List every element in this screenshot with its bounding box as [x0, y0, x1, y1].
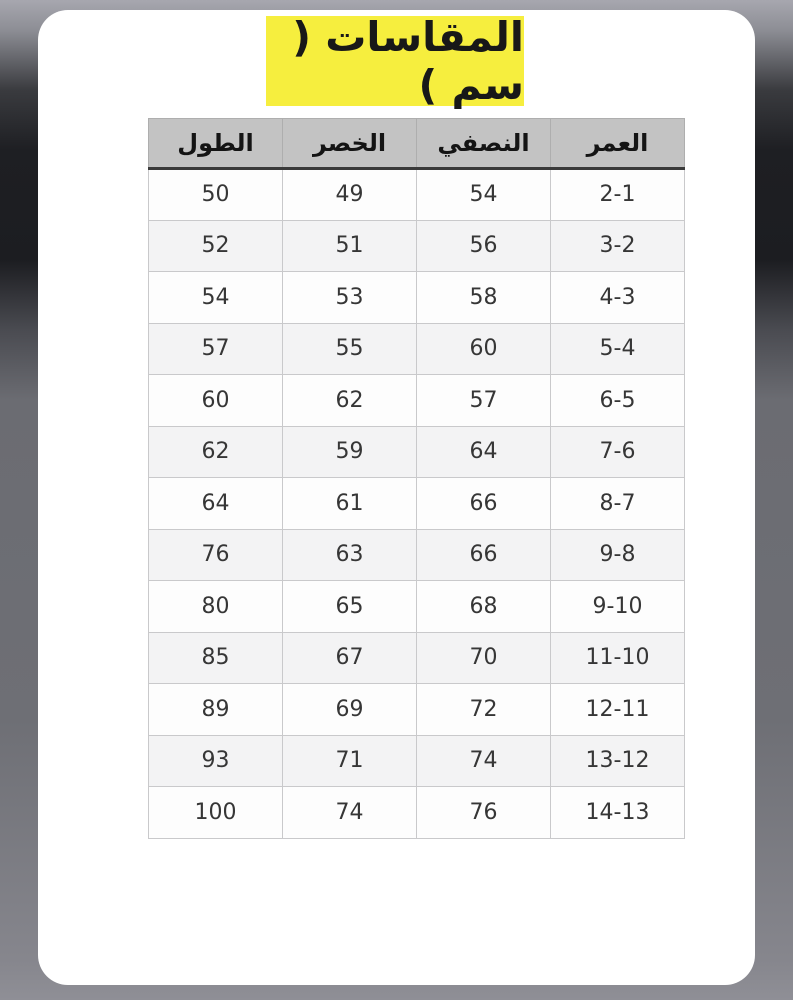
table-cell-half: 74	[416, 734, 551, 787]
page-title-text: المقاسات ( سم )	[292, 13, 524, 109]
table-cell-length: 89	[148, 683, 283, 736]
table-cell-age: 4-3	[550, 271, 685, 324]
size-table-header: الطول الخصر النصفي العمر	[148, 118, 685, 170]
table-row: 89 69 72 12-11	[148, 683, 685, 736]
page-title: المقاسات ( سم )	[266, 13, 524, 109]
table-cell-half: 68	[416, 580, 551, 633]
table-cell-waist: 49	[282, 168, 417, 221]
table-cell-half: 57	[416, 374, 551, 427]
table-cell-age: 9-10	[550, 580, 685, 633]
table-cell-half: 64	[416, 425, 551, 478]
table-cell-length: 85	[148, 631, 283, 684]
table-row: 85 67 70 11-10	[148, 631, 685, 684]
table-cell-length: 57	[148, 322, 283, 375]
table-cell-waist: 71	[282, 734, 417, 787]
table-cell-age: 2-1	[550, 168, 685, 221]
table-cell-waist: 63	[282, 528, 417, 581]
table-cell-half: 54	[416, 168, 551, 221]
table-row: 80 65 68 9-10	[148, 580, 685, 633]
table-row: 57 55 60 5-4	[148, 322, 685, 375]
table-cell-waist: 61	[282, 477, 417, 530]
size-table-body: 50 49 54 2-1 52 51 56 3-2 54 53 58 4-3 57 55 60 5-4 60 62…	[148, 168, 685, 839]
table-cell-age: 14-13	[550, 786, 685, 839]
table-cell-age: 12-11	[550, 683, 685, 736]
table-cell-age: 3-2	[550, 219, 685, 272]
table-cell-waist: 55	[282, 322, 417, 375]
table-cell-length: 50	[148, 168, 283, 221]
table-cell-age: 6-5	[550, 374, 685, 427]
table-cell-waist: 59	[282, 425, 417, 478]
table-row: 93 71 74 13-12	[148, 734, 685, 787]
table-row: 52 51 56 3-2	[148, 219, 685, 272]
table-cell-waist: 62	[282, 374, 417, 427]
column-header-age: العمر	[550, 118, 685, 170]
table-cell-age: 9-8	[550, 528, 685, 581]
table-cell-waist: 74	[282, 786, 417, 839]
table-cell-age: 8-7	[550, 477, 685, 530]
table-cell-waist: 69	[282, 683, 417, 736]
table-cell-half: 58	[416, 271, 551, 324]
table-cell-length: 54	[148, 271, 283, 324]
table-cell-length: 93	[148, 734, 283, 787]
table-row: 60 62 57 6-5	[148, 374, 685, 427]
table-cell-length: 76	[148, 528, 283, 581]
table-cell-length: 64	[148, 477, 283, 530]
table-row: 54 53 58 4-3	[148, 271, 685, 324]
table-cell-waist: 51	[282, 219, 417, 272]
table-row: 76 63 66 9-8	[148, 528, 685, 581]
table-cell-length: 62	[148, 425, 283, 478]
header-row: الطول الخصر النصفي العمر	[148, 118, 685, 170]
table-cell-age: 13-12	[550, 734, 685, 787]
table-row: 64 61 66 8-7	[148, 477, 685, 530]
table-cell-waist: 53	[282, 271, 417, 324]
table-cell-waist: 67	[282, 631, 417, 684]
table-row: 50 49 54 2-1	[148, 168, 685, 221]
size-table: الطول الخصر النصفي العمر 50 49 54 2-1 52 51 56 3-2…	[148, 118, 685, 839]
table-row: 62 59 64 7-6	[148, 425, 685, 478]
table-cell-age: 7-6	[550, 425, 685, 478]
table-cell-length: 80	[148, 580, 283, 633]
table-cell-half: 76	[416, 786, 551, 839]
column-header-length: الطول	[148, 118, 283, 170]
table-cell-half: 66	[416, 477, 551, 530]
table-cell-age: 11-10	[550, 631, 685, 684]
table-cell-age: 5-4	[550, 322, 685, 375]
table-cell-length: 100	[148, 786, 283, 839]
table-cell-half: 56	[416, 219, 551, 272]
table-cell-half: 72	[416, 683, 551, 736]
table-cell-length: 60	[148, 374, 283, 427]
table-cell-waist: 65	[282, 580, 417, 633]
table-row: 100 74 76 14-13	[148, 786, 685, 839]
table-cell-half: 60	[416, 322, 551, 375]
table-cell-half: 66	[416, 528, 551, 581]
content-card: المقاسات ( سم ) الطول الخصر النصفي العمر 50…	[38, 10, 755, 985]
column-header-waist: الخصر	[282, 118, 417, 170]
table-cell-half: 70	[416, 631, 551, 684]
column-header-half: النصفي	[416, 118, 551, 170]
table-cell-length: 52	[148, 219, 283, 272]
